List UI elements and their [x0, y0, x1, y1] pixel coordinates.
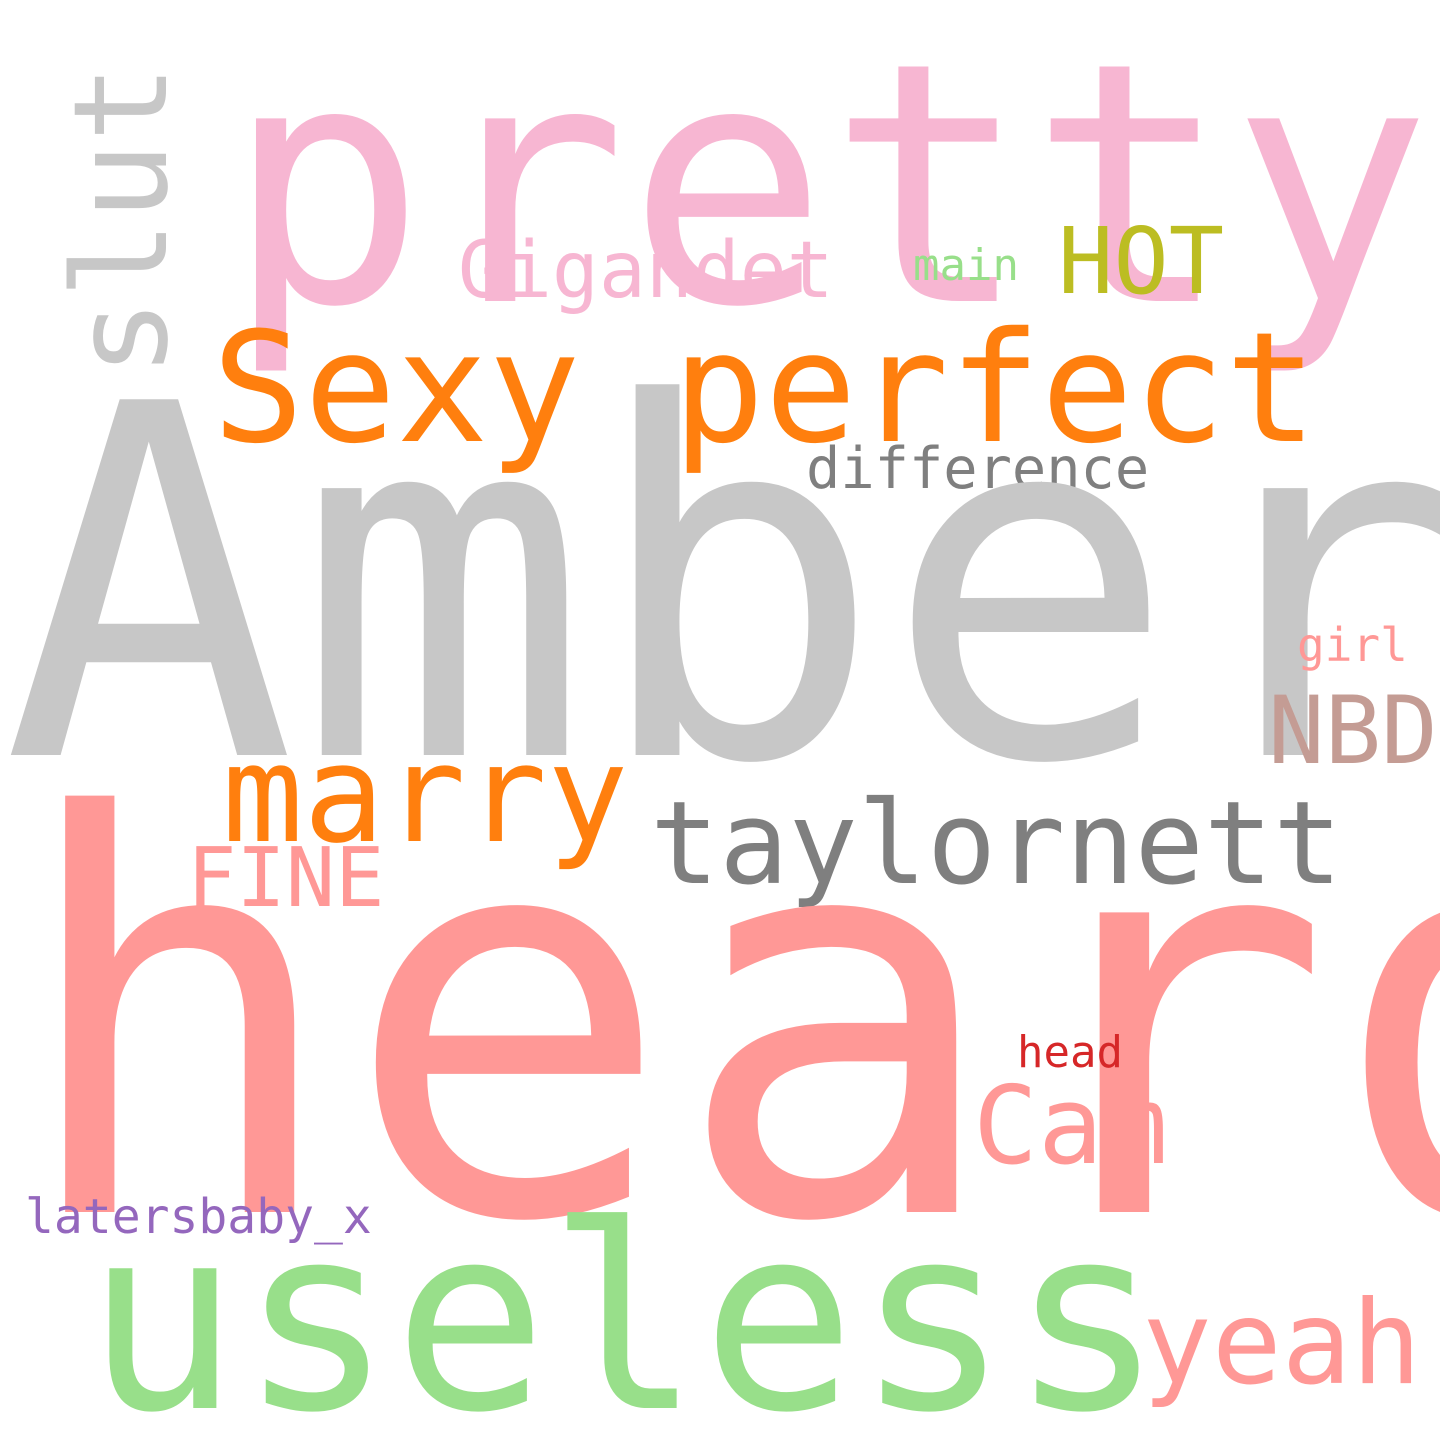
- word-gigandet: Gigandet: [458, 226, 834, 316]
- word-sexy-perfect: Sexy perfect: [212, 300, 1318, 478]
- word-yeah: yeah: [1142, 1276, 1422, 1411]
- word-fine: FINE: [187, 831, 385, 926]
- word-heard: heard: [13, 704, 1440, 1342]
- word-girl: girl: [1297, 618, 1408, 672]
- word-marry: marry: [222, 716, 629, 873]
- word-hot: HOT: [1058, 208, 1225, 315]
- word-useless: useless: [85, 1171, 1164, 1440]
- word-taylornett: taylornett: [650, 777, 1343, 911]
- word-pretty: pretty: [225, 0, 1432, 380]
- word-cam: Cam: [973, 1064, 1169, 1189]
- word-nbd: NBD: [1268, 677, 1438, 786]
- word-difference: difference: [806, 436, 1150, 502]
- word-main: main: [913, 240, 1019, 291]
- word-latersbaby-x: latersbaby_x: [25, 1189, 372, 1245]
- word-amber: Amber: [2, 303, 1440, 871]
- word-head: head: [1017, 1027, 1123, 1078]
